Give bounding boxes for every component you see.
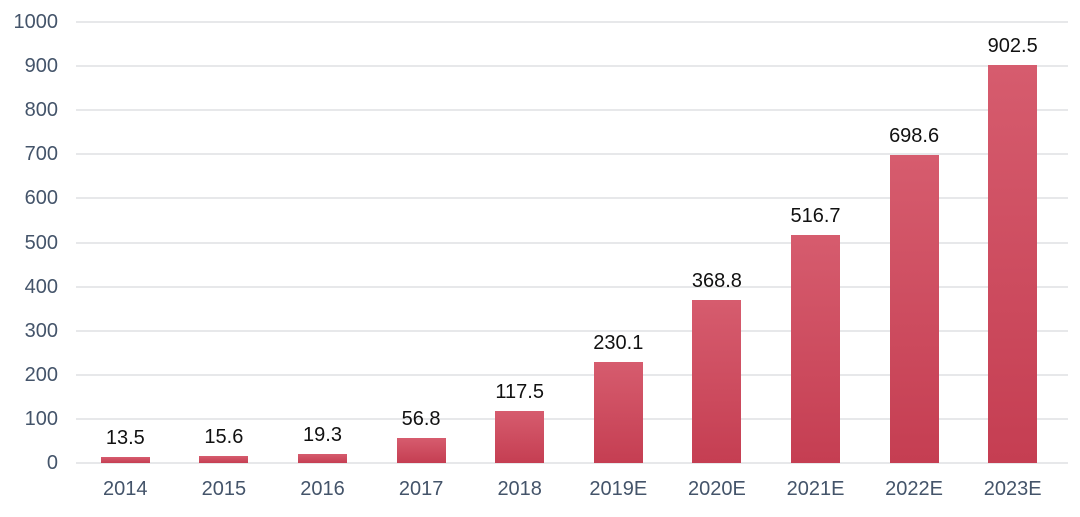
data-label-2014: 13.5 [105,427,145,450]
y-tick-label-0: 0 [46,452,58,474]
data-label-2021E: 516.7 [790,205,841,228]
y-tick-label-700: 700 [24,143,58,166]
gridline-900 [76,65,1068,68]
data-label-2023E: 902.5 [987,34,1038,57]
x-tick-label-2021E: 2021E [786,478,845,500]
bar-2014 [100,457,150,463]
x-tick-label-2023E: 2023E [983,478,1042,500]
bar-2022E [889,154,939,463]
gridline-500 [76,241,1068,244]
bar-2021E [791,235,840,463]
x-tick-label-2016: 2016 [300,478,345,500]
y-tick-label-100: 100 [24,407,58,430]
data-label-2018: 117.5 [495,381,544,404]
gridline-700 [76,153,1068,156]
data-label-2016: 19.3 [303,424,342,447]
bar-2018 [495,411,545,463]
data-label-2015: 15.6 [204,426,244,449]
data-label-2020E: 368.8 [691,270,742,293]
y-tick-label-200: 200 [24,363,58,386]
bar-2017 [396,437,446,463]
x-tick-label-2022E: 2022E [885,478,944,500]
y-tick-label-500: 500 [24,231,58,254]
gridline-1000 [76,21,1068,23]
gridline-800 [76,109,1068,112]
y-tick-label-800: 800 [24,99,58,122]
y-tick-label-400: 400 [24,275,58,298]
x-tick-label-2018: 2018 [497,478,542,500]
bar-2023E [988,64,1038,463]
gridline-400 [76,285,1068,288]
bar-2016 [298,454,347,463]
x-tick-label-2014: 2014 [103,478,148,500]
data-label-2022E: 698.6 [889,124,940,147]
y-tick-label-300: 300 [24,319,58,342]
data-label-2019E: 230.1 [593,331,644,354]
y-tick-label-900: 900 [24,55,58,78]
gridline-200 [76,373,1068,376]
bar-2019E [593,361,643,463]
y-tick-label-1000: 1000 [13,11,59,33]
x-tick-label-2020E: 2020E [687,478,746,500]
data-label-2017: 56.8 [401,407,441,430]
bar-2015 [199,456,249,463]
x-tick-label-2019E: 2019E [589,478,648,500]
gridline-0 [76,462,1068,464]
x-tick-label-2017: 2017 [398,478,444,500]
bar-2020E [692,300,742,463]
gridline-100 [76,417,1068,420]
gridline-600 [76,197,1068,200]
x-tick-label-2015: 2015 [201,478,247,500]
y-tick-label-600: 600 [24,187,58,210]
gridline-300 [76,329,1068,332]
